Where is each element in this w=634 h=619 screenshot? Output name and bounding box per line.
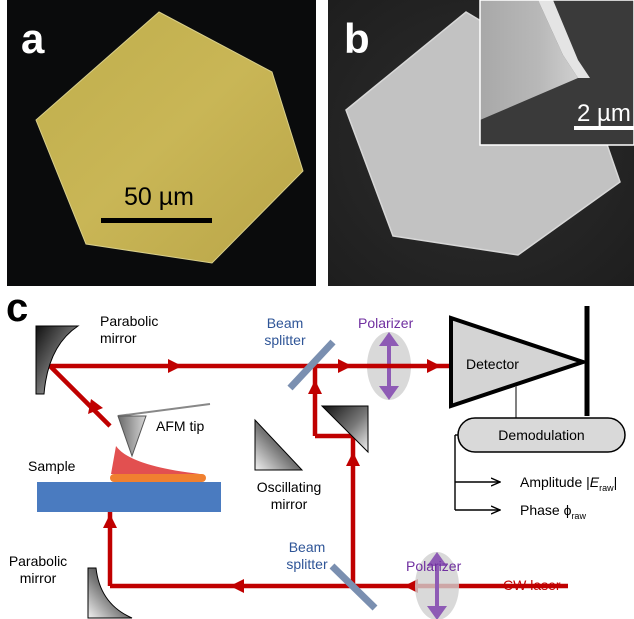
panel-label-c: c [6, 286, 29, 330]
sem-inset [479, 0, 634, 146]
phase-sub: raw [571, 510, 586, 521]
oscillating-mirror-right [320, 405, 369, 454]
beam-splitter-bottom [329, 563, 378, 611]
amplitude-prefix: Amplitude | [520, 474, 590, 490]
phase-prefix: Phase ϕ [520, 502, 572, 518]
setup-diagram [35, 306, 626, 619]
parabolic-mirror-bottom [87, 567, 133, 619]
sem-image-panel: b 2 µm [328, 0, 634, 286]
detector-label: Detector [466, 356, 519, 372]
optical-image-panel: a 50 µm [7, 0, 316, 286]
cw-laser-label: CW laser [503, 577, 561, 593]
beam-splitter-top-label: Beam splitter [264, 315, 306, 348]
oscillating-mirror-left [254, 418, 304, 471]
polarizer-bottom [415, 552, 459, 619]
inset-scale-bar-label: 2 µm [577, 100, 631, 127]
phase-output-label: Phase ϕraw [520, 502, 586, 525]
polarizer-top [367, 332, 411, 400]
amplitude-sub: raw [599, 482, 614, 493]
scale-bar-label: 50 µm [124, 183, 194, 211]
afm-tip-label: AFM tip [156, 418, 205, 434]
amplitude-suffix: | [613, 474, 618, 490]
near-field-region [111, 446, 200, 474]
detector [449, 315, 590, 409]
demodulation-label: Demodulation [498, 427, 585, 443]
parabolic-mirror-bottom-label: Parabolic mirror [8, 553, 68, 586]
inset-scale-bar [574, 126, 634, 130]
optical-image [35, 11, 304, 264]
sample-label: Sample [28, 458, 76, 474]
polarizer-bottom-label: Polarizer [406, 558, 462, 574]
sample-substrate [37, 482, 221, 512]
parabolic-mirror-top [35, 325, 80, 395]
beam-splitter-top [287, 339, 336, 391]
scale-bar [101, 218, 212, 223]
output-arrows [454, 434, 500, 510]
polarizer-top-label: Polarizer [358, 315, 414, 331]
amplitude-var: E [589, 474, 600, 490]
panel-label-b: b [344, 15, 370, 62]
sem-image [328, 0, 634, 286]
beam-splitter-bottom-label: Beam splitter [286, 539, 328, 572]
afm-tip [117, 403, 211, 458]
beam-direction-arrows [88, 359, 441, 593]
oscillating-mirror-label: Oscillating mirror [256, 479, 322, 512]
parabolic-mirror-top-label: Parabolic mirror [100, 313, 159, 346]
sample-flake [110, 474, 206, 482]
gold-hexagon-flake [35, 11, 304, 264]
panel-label-a: a [21, 15, 45, 62]
amplitude-output-label: Amplitude |Eraw| [520, 474, 617, 497]
